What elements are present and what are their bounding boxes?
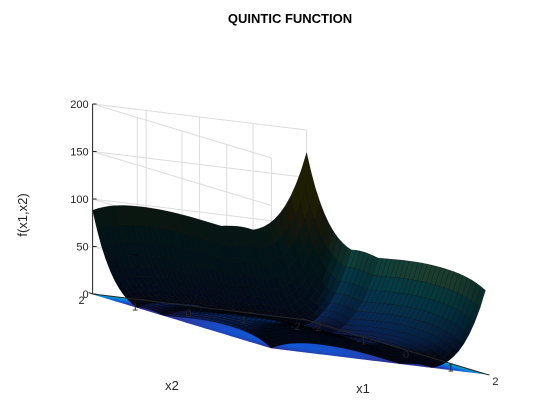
x-tick-label: 0 bbox=[403, 349, 409, 361]
x-axis-label: x1 bbox=[356, 381, 370, 396]
y-axis-label: x2 bbox=[165, 378, 179, 393]
y-tick-label: 0 bbox=[186, 308, 192, 320]
x-tick-label: -1 bbox=[356, 336, 366, 348]
z-tick-label: 200 bbox=[70, 99, 88, 111]
x-tick-label: 2 bbox=[492, 376, 498, 388]
x-tick-label: -2 bbox=[312, 322, 322, 334]
surface-mesh bbox=[92, 152, 486, 368]
z-axis-label: f(x1,x2) bbox=[15, 193, 30, 236]
y-tick-mark bbox=[195, 305, 200, 308]
y-tick-label: 1 bbox=[132, 302, 138, 314]
x-tick-mark bbox=[351, 333, 356, 335]
z-tick-label: 100 bbox=[70, 194, 88, 206]
x-tick-mark bbox=[395, 346, 401, 349]
y-tick-label: -1 bbox=[237, 315, 247, 327]
surface-cell bbox=[475, 286, 486, 308]
x-tick-mark bbox=[306, 319, 311, 322]
z-tick-label: 0 bbox=[82, 289, 88, 301]
y-tick-mark bbox=[141, 298, 147, 301]
chart-title: QUINTIC FUNCTION bbox=[228, 11, 352, 26]
x-tick-label: 1 bbox=[448, 363, 454, 375]
x-tick-mark bbox=[440, 360, 445, 362]
y-tick-label: 2 bbox=[79, 295, 85, 307]
y-tick-mark bbox=[88, 292, 93, 295]
z-tick-label: 50 bbox=[76, 242, 88, 254]
z-tick-label: 150 bbox=[70, 147, 88, 159]
x-tick-mark bbox=[485, 373, 490, 376]
y-tick-label: -2 bbox=[291, 321, 301, 333]
y-tick-mark bbox=[248, 311, 254, 314]
y-tick-mark bbox=[302, 318, 307, 321]
tick-labels: 0 50 100 150 200 -2 -1 0 1 2 -2 -1 0 1 2 bbox=[70, 99, 498, 388]
